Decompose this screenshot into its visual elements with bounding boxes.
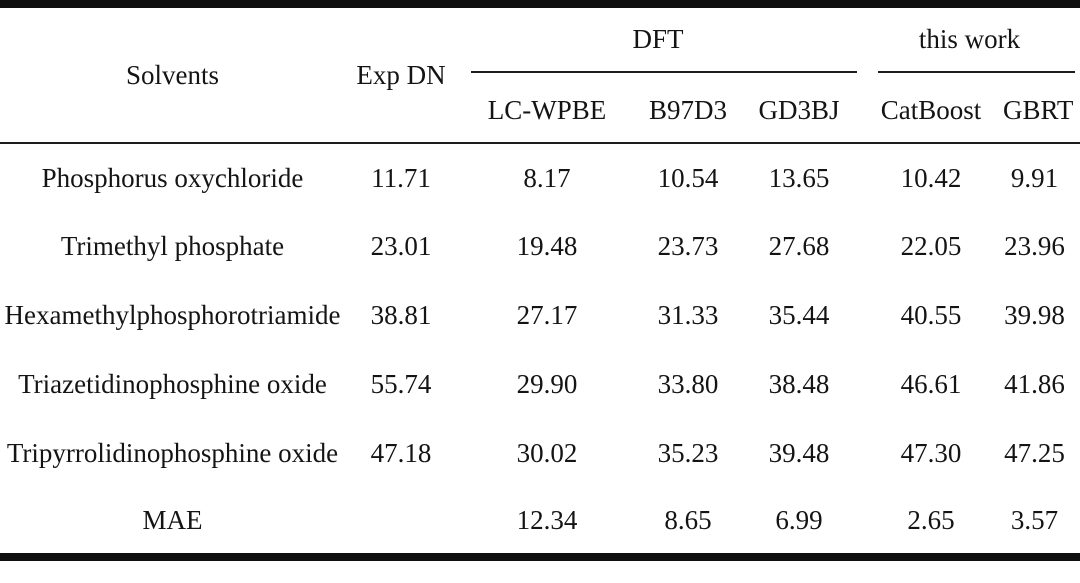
- col-header-gbrt: GBRT: [1003, 94, 1074, 125]
- solvent-name-cell: Triazetidinophosphine oxide: [18, 369, 327, 399]
- gd3bj-cell: 27.68: [768, 231, 830, 261]
- exp-dn-cell: 55.74: [370, 369, 432, 399]
- gbrt-cell: 23.96: [1004, 231, 1065, 261]
- dft-group-rule: [471, 71, 858, 73]
- col-header-lc-wpbe: LC-WPBE: [487, 94, 607, 125]
- b97d3-cell: 8.65: [664, 505, 712, 535]
- gd3bj-cell: 38.48: [768, 369, 830, 399]
- gd3bj-cell: 13.65: [768, 162, 830, 193]
- gbrt-cell: 47.25: [1004, 438, 1065, 468]
- catboost-cell: 46.61: [900, 369, 962, 399]
- b97d3-cell: 33.80: [657, 369, 719, 399]
- solvent-name-cell: Hexamethylphosphorotriamide: [4, 300, 341, 330]
- table-body: Phosphorus oxychloride 11.71 8.17 10.54 …: [0, 143, 1080, 557]
- table-row: Hexamethylphosphorotriamide 38.81 27.17 …: [0, 281, 1080, 350]
- table-row: Trimethyl phosphate 23.01 19.48 23.73 27…: [0, 212, 1080, 281]
- lc-wpbe-cell: 8.17: [523, 162, 571, 193]
- catboost-cell: 2.65: [907, 505, 955, 535]
- group-label-dft: DFT: [632, 24, 684, 54]
- gbrt-cell: 3.57: [1010, 505, 1059, 535]
- col-header-b97d3: B97D3: [648, 94, 727, 125]
- col-header-catboost: CatBoost: [880, 94, 982, 125]
- catboost-cell: 10.42: [900, 162, 962, 193]
- exp-dn-cell: 23.01: [370, 231, 432, 261]
- table-header: Solvents Exp DN DFT this work LC-WPBE: [0, 4, 1080, 143]
- exp-dn-cell: 38.81: [370, 300, 432, 330]
- this-work-group-rule: [878, 71, 1076, 73]
- lc-wpbe-cell: 19.48: [516, 231, 578, 261]
- mae-label-cell: MAE: [142, 505, 203, 535]
- gbrt-cell: 39.98: [1004, 300, 1065, 330]
- solvent-name-cell: Phosphorus oxychloride: [41, 162, 304, 193]
- gbrt-cell: 9.91: [1010, 162, 1059, 193]
- lc-wpbe-cell: 29.90: [516, 369, 578, 399]
- col-header-solvents: Solvents: [125, 59, 219, 90]
- gd3bj-cell: 39.48: [768, 438, 830, 468]
- catboost-cell: 47.30: [900, 438, 962, 468]
- solvent-name-cell: Trimethyl phosphate: [60, 231, 285, 261]
- col-header-gd3bj: GD3BJ: [758, 94, 840, 125]
- b97d3-cell: 31.33: [657, 300, 719, 330]
- lc-wpbe-cell: 30.02: [516, 438, 578, 468]
- catboost-cell: 40.55: [900, 300, 962, 330]
- catboost-cell: 22.05: [900, 231, 962, 261]
- table-row-mae: MAE 12.34 8.65 6.99 2.65 3.57: [0, 488, 1080, 557]
- b97d3-cell: 10.54: [657, 162, 719, 193]
- gd3bj-cell: 6.99: [775, 505, 823, 535]
- group-label-this-work: this work: [918, 24, 1021, 54]
- b97d3-cell: 35.23: [657, 438, 719, 468]
- header-group-row: Solvents Exp DN DFT this work: [0, 4, 1080, 90]
- header-method-row: LC-WPBE B97D3 GD3BJ CatBoost GBRT: [0, 78, 1080, 143]
- table-row: Tripyrrolidinophosphine oxide 47.18 30.0…: [0, 419, 1080, 488]
- exp-dn-cell: [345, 488, 457, 557]
- table-row: Phosphorus oxychloride 11.71 8.17 10.54 …: [0, 143, 1080, 212]
- b97d3-cell: 23.73: [657, 231, 719, 261]
- lc-wpbe-cell: 27.17: [516, 300, 578, 330]
- table-row: Triazetidinophosphine oxide 55.74 29.90 …: [0, 350, 1080, 419]
- solvent-donor-number-table: Solvents Exp DN DFT this work LC-WPBE: [0, 0, 1080, 561]
- this-work-group: this work: [859, 8, 1080, 78]
- exp-dn-cell: 47.18: [370, 438, 432, 468]
- gd3bj-cell: 35.44: [768, 300, 830, 330]
- col-group-dft: DFT: [457, 4, 859, 78]
- dft-group: DFT: [457, 8, 859, 78]
- col-group-this-work: this work: [859, 4, 1080, 78]
- exp-dn-cell: 11.71: [371, 162, 431, 193]
- col-header-exp-dn: Exp DN: [356, 59, 446, 90]
- lc-wpbe-cell: 12.34: [516, 505, 578, 535]
- gbrt-cell: 41.86: [1004, 369, 1065, 399]
- solvent-name-cell: Tripyrrolidinophosphine oxide: [6, 438, 339, 468]
